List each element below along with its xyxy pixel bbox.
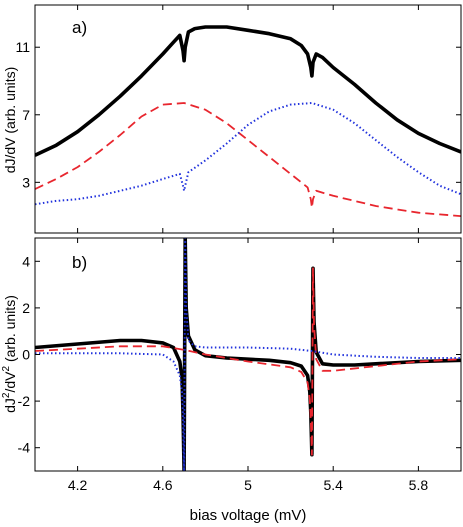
panel-b-series-dashed-line <box>35 267 461 456</box>
panel-a-y-tick-label: 3 <box>22 174 30 190</box>
panel-a-y-tick-label: 11 <box>15 39 30 55</box>
panel-b-x-tick-label: 5.4 <box>323 477 343 493</box>
panel-b-x-tick-label: 5.8 <box>409 477 429 493</box>
panel-b-y-tick-label: -4 <box>18 440 31 456</box>
panel-b-y-tick-label: 2 <box>22 300 30 316</box>
panel-a-y-axis-label: dJ/dV (arb. units) <box>2 67 18 174</box>
panel-b-x-tick-label: 4.2 <box>68 477 88 493</box>
panel-b: -4 -2 0 2 4 4.2 4.6 5 5.4 5.8 b) dJ2/dV2 (arb. u… <box>1 237 462 493</box>
panel-b-y-tick-label: 4 <box>22 253 30 269</box>
panel-b-x-tick-label: 4.6 <box>153 477 173 493</box>
x-axis-label: bias voltage (mV) <box>190 507 307 524</box>
panel-b-series-group <box>35 238 461 471</box>
panel-b-series-dotted-line <box>35 238 461 471</box>
panel-a-series-group <box>35 25 461 217</box>
panel-b-y-tick-label: -2 <box>18 393 31 409</box>
panel-a-x-ticks <box>77 5 419 233</box>
panel-a-series-dashed-line <box>35 102 461 217</box>
panel-b-y-axis-label: dJ2/dV2 (arb. units) <box>1 295 18 413</box>
panel-a-y-ticks: 3 7 11 <box>15 39 461 190</box>
panel-a: 3 7 11 a) dJ/dV (arb. units) <box>2 4 462 234</box>
panel-b-label: b) <box>72 253 87 272</box>
panel-a-series-solid-line <box>35 25 461 157</box>
panel-a-y-tick-label: 7 <box>22 107 30 123</box>
panel-b-y-ticks: -4 -2 0 2 4 <box>18 253 461 456</box>
panel-b-x-ticks: 4.2 4.6 5 5.4 5.8 <box>68 238 428 493</box>
panel-b-y-tick-label: 0 <box>22 347 30 363</box>
panel-b-x-tick-label: 5 <box>244 477 252 493</box>
panel-b-frame <box>34 237 462 472</box>
panel-a-series-dotted-line <box>35 102 461 206</box>
panel-b-series-solid-line <box>35 238 461 471</box>
panel-a-label: a) <box>72 18 87 37</box>
